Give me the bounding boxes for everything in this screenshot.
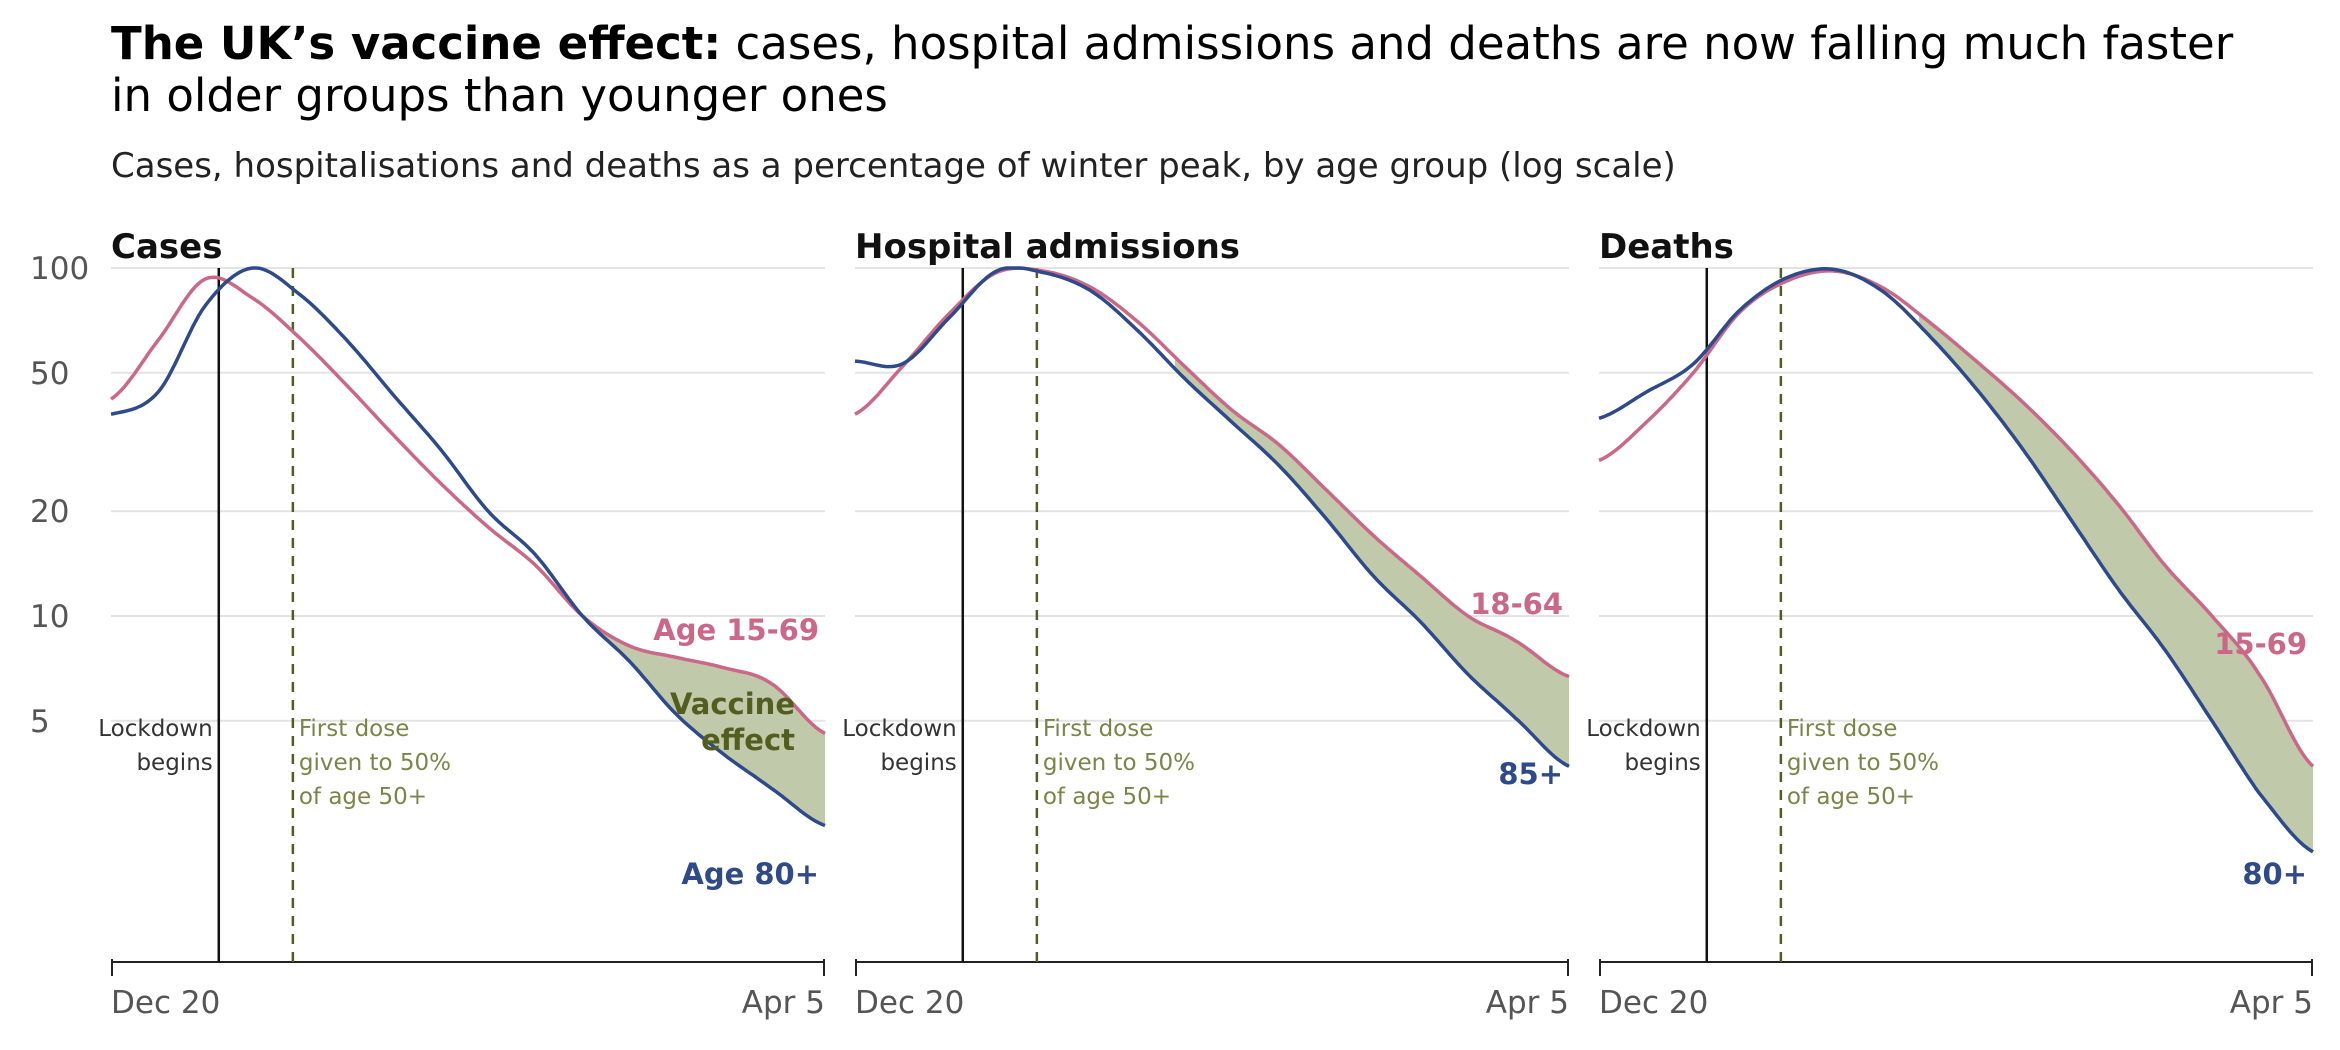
lockdown-annotation: begins xyxy=(880,750,956,776)
first-dose-annotation: of age 50+ xyxy=(299,784,427,810)
series-label-younger: 15-69 xyxy=(2214,627,2307,661)
panel-hospital-admissions: Hospital admissions Dec 20 Apr 5 Lockdown be… xyxy=(842,227,1570,1021)
first-dose-annotation: First dose xyxy=(299,716,410,742)
y-tick-label: 50 xyxy=(30,356,69,392)
x-tick-label: Dec 20 xyxy=(855,985,964,1021)
series-label-older: 80+ xyxy=(2242,857,2307,891)
x-tick-label: Apr 5 xyxy=(742,985,825,1021)
vaccine-effect-area xyxy=(1175,357,1569,767)
chart-title-rest: cases, hospital admissions and deaths ar… xyxy=(111,17,2234,122)
chart-title-bold: The UK’s vaccine effect: xyxy=(111,17,722,70)
first-dose-annotation: of age 50+ xyxy=(1787,784,1915,810)
chart-title: The UK’s vaccine effect: cases, hospital… xyxy=(111,18,2261,122)
first-dose-annotation: First dose xyxy=(1043,716,1154,742)
lockdown-annotation: begins xyxy=(1624,750,1700,776)
lockdown-annotation: begins xyxy=(136,750,212,776)
panel-title: Hospital admissions xyxy=(855,227,1240,267)
first-dose-annotation: given to 50% xyxy=(1043,750,1195,776)
series-label-older: 85+ xyxy=(1498,757,1563,791)
y-tick-label: 20 xyxy=(30,494,69,530)
vaccine-effect-area xyxy=(1919,313,2313,852)
first-dose-annotation: of age 50+ xyxy=(1043,784,1171,810)
lockdown-annotation: Lockdown xyxy=(1586,716,1701,742)
panel-cases: Cases 100 50 20 10 5 Dec 20 Apr 5 Lockdown begins… xyxy=(30,227,826,1021)
series-line-older xyxy=(1598,267,2314,854)
y-tick-label: 10 xyxy=(30,599,69,635)
vaccine-effect-area xyxy=(585,618,825,826)
series-label-younger: Age 15-69 xyxy=(653,613,819,647)
lockdown-annotation: Lockdown xyxy=(98,716,213,742)
first-dose-annotation: given to 50% xyxy=(1787,750,1939,776)
x-tick-label: Dec 20 xyxy=(111,985,220,1021)
x-tick-label: Apr 5 xyxy=(2230,985,2313,1021)
series-label-younger: 18-64 xyxy=(1470,587,1563,621)
panel-title: Cases xyxy=(111,227,222,267)
panel-title: Deaths xyxy=(1599,227,1734,267)
lockdown-annotation: Lockdown xyxy=(842,716,957,742)
y-tick-label: 100 xyxy=(30,251,89,287)
y-tick-label: 5 xyxy=(30,704,50,740)
panel-deaths: Deaths Dec 20 Apr 5 Lockdown begins First dos… xyxy=(1586,227,2315,1021)
vaccine-effect-label: Vaccine xyxy=(670,687,795,721)
chart-subtitle: Cases, hospitalisations and deaths as a … xyxy=(111,146,1676,186)
x-tick-label: Dec 20 xyxy=(1599,985,1708,1021)
series-line-older xyxy=(854,266,1570,768)
series-line-younger xyxy=(1598,269,2315,768)
series-line-older xyxy=(110,266,826,828)
vaccine-effect-label: effect xyxy=(701,723,795,757)
series-label-older: Age 80+ xyxy=(681,857,819,891)
series-line-younger xyxy=(109,275,826,735)
x-tick-label: Apr 5 xyxy=(1486,985,1569,1021)
first-dose-annotation: given to 50% xyxy=(299,750,451,776)
first-dose-annotation: First dose xyxy=(1787,716,1898,742)
